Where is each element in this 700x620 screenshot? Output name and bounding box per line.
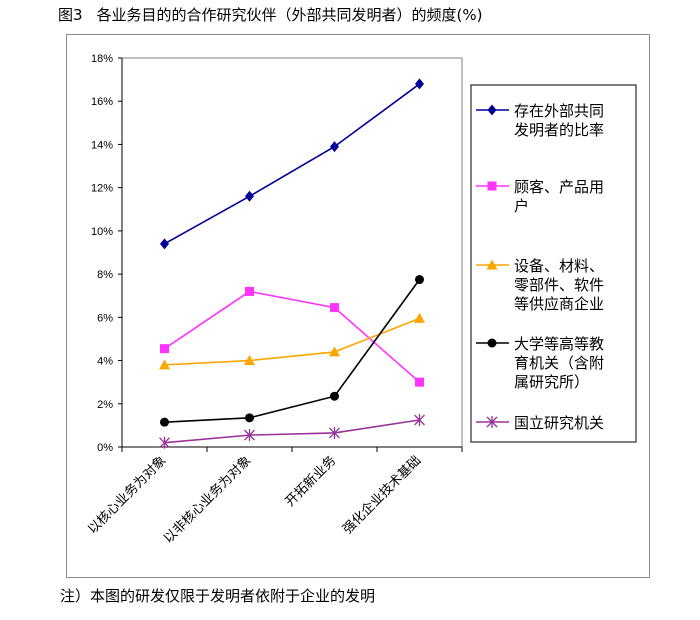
data-point-4 bbox=[415, 275, 424, 285]
legend-marker-3 bbox=[486, 259, 498, 270]
series-line-2 bbox=[164, 290, 421, 383]
legend-label-3: 零部件、软件 bbox=[514, 276, 604, 294]
y-tick-label: 10% bbox=[91, 226, 113, 238]
data-point-2 bbox=[245, 286, 254, 296]
data-point-2 bbox=[415, 377, 424, 387]
legend-marker-1 bbox=[487, 104, 497, 116]
legend-label-4: 育机关（含附 bbox=[514, 354, 604, 372]
data-point-1 bbox=[245, 190, 254, 202]
footnote: 注）本图的研发仅限于发明者依附于企业的发明 bbox=[60, 587, 376, 605]
y-tick-label: 12% bbox=[91, 183, 113, 195]
series-line-3 bbox=[164, 317, 420, 366]
data-point-2 bbox=[160, 344, 169, 354]
data-point-3 bbox=[414, 312, 425, 323]
legend-label-2: 顾客、产品用 bbox=[514, 178, 604, 196]
x-tick-label: 强化企业技术基础 bbox=[339, 453, 424, 538]
series-line-1 bbox=[164, 83, 420, 245]
data-point-5 bbox=[329, 426, 340, 439]
data-point-1 bbox=[415, 78, 424, 90]
figure-label: 图3 bbox=[58, 6, 83, 24]
legend-label-1: 存在外部共同 bbox=[514, 102, 604, 120]
figure-title: 各业务目的的合作研究伙伴（外部共同发明者）的频度(%) bbox=[96, 6, 483, 24]
data-point-4 bbox=[160, 417, 169, 427]
data-point-5 bbox=[244, 429, 255, 442]
data-point-3 bbox=[244, 355, 255, 366]
plot-area: 0% 2% 4% 6% 8% 10% 12% 14% 16% 18% 以核心业务为对象以非核心业务为… bbox=[84, 53, 463, 547]
chart-frame bbox=[66, 34, 650, 578]
legend-marker-4 bbox=[487, 338, 497, 348]
data-point-2 bbox=[330, 303, 339, 313]
legend-label-3: 等供应商企业 bbox=[514, 295, 604, 313]
data-point-1 bbox=[160, 238, 169, 250]
figure-caption: 图3 各业务目的的合作研究伙伴（外部共同发明者）的频度(%) bbox=[58, 4, 483, 25]
data-point-1 bbox=[330, 141, 339, 153]
y-tick-label: 16% bbox=[91, 96, 113, 108]
plot-border bbox=[121, 57, 463, 448]
legend-label-5: 国立研究机关 bbox=[514, 414, 604, 432]
legend: 存在外部共同发明者的比率顾客、产品用户设备、材料、零部件、软件等供应商企业大学等… bbox=[470, 84, 637, 443]
y-tick-label: 18% bbox=[91, 53, 113, 65]
x-tick-label: 以核心业务为对象 bbox=[84, 453, 169, 538]
y-tick-label: 0% bbox=[97, 442, 113, 454]
y-tick-label: 2% bbox=[97, 399, 113, 411]
x-tick-label: 以非核心业务为对象 bbox=[160, 453, 254, 547]
series-line-5 bbox=[164, 419, 420, 444]
data-point-4 bbox=[245, 413, 254, 423]
y-tick-label: 6% bbox=[97, 312, 113, 324]
data-point-3 bbox=[159, 359, 170, 370]
data-point-5 bbox=[159, 436, 170, 449]
data-point-4 bbox=[330, 391, 339, 401]
y-tick-label: 4% bbox=[97, 356, 113, 368]
legend-label-1: 发明者的比率 bbox=[514, 121, 604, 139]
data-point-3 bbox=[329, 346, 340, 357]
y-tick-label: 14% bbox=[91, 139, 113, 151]
legend-marker-2 bbox=[487, 181, 497, 191]
legend-label-4: 属研究所） bbox=[514, 373, 589, 391]
data-point-5 bbox=[414, 413, 425, 426]
legend-marker-5 bbox=[486, 416, 498, 428]
legend-box bbox=[470, 84, 637, 443]
legend-label-3: 设备、材料、 bbox=[514, 257, 604, 275]
y-tick-label: 8% bbox=[97, 269, 113, 281]
series-line-4 bbox=[164, 279, 421, 423]
legend-label-4: 大学等高等教 bbox=[514, 335, 604, 353]
legend-label-2: 户 bbox=[514, 197, 529, 215]
x-tick-label: 开拓新业务 bbox=[282, 453, 339, 510]
